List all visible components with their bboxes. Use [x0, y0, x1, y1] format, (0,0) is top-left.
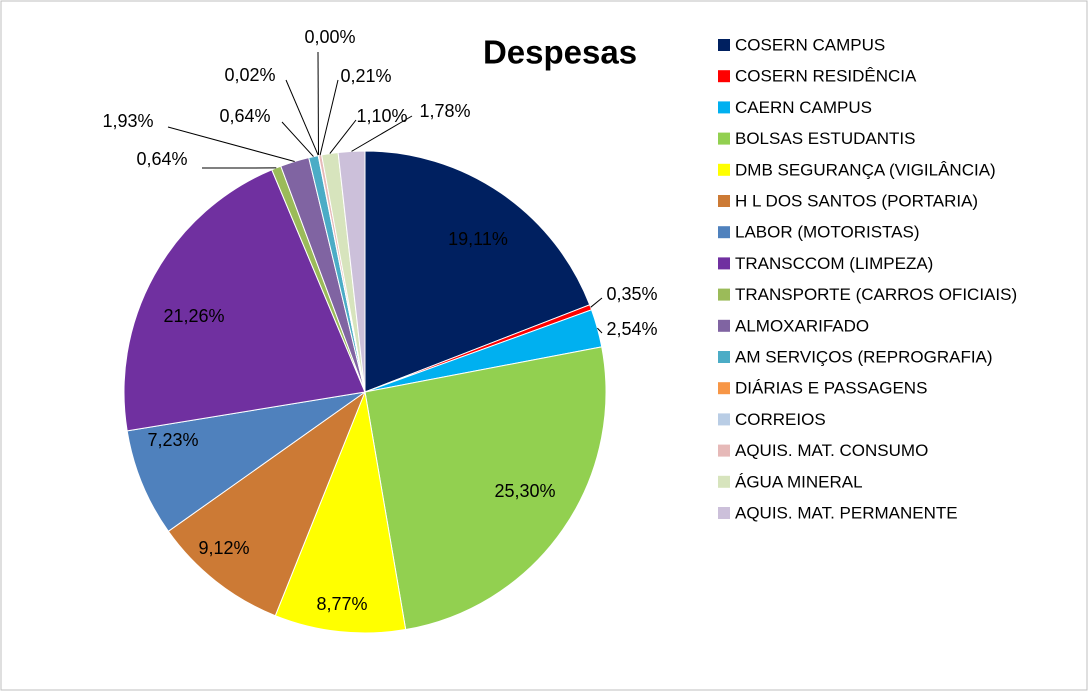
legend-label: COSERN CAMPUS	[735, 35, 885, 54]
legend-label: TRANSCCOM (LIMPEZA)	[735, 254, 933, 273]
legend-label: AQUIS. MAT. PERMANENTE	[735, 503, 958, 522]
legend-swatch	[718, 320, 730, 332]
data-label: 0,21%	[340, 66, 391, 86]
legend-swatch	[718, 289, 730, 301]
legend-swatch	[718, 257, 730, 269]
legend-label: CORREIOS	[735, 410, 826, 429]
legend-swatch	[718, 39, 730, 51]
data-label: 0,02%	[224, 65, 275, 85]
legend-swatch	[718, 413, 730, 425]
legend-swatch	[718, 226, 730, 238]
legend-swatch	[718, 101, 730, 113]
legend-swatch	[718, 164, 730, 176]
data-label: 25,30%	[494, 481, 555, 501]
legend-label: AQUIS. MAT. CONSUMO	[735, 441, 928, 460]
data-label: 9,12%	[198, 538, 249, 558]
data-label: 7,23%	[147, 430, 198, 450]
legend-swatch	[718, 195, 730, 207]
data-label: 19,11%	[448, 229, 508, 249]
data-label: 0,64%	[219, 106, 270, 126]
legend-label: ALMOXARIFADO	[735, 316, 869, 335]
leader-line	[318, 52, 319, 156]
legend-label: H L DOS SANTOS (PORTARIA)	[735, 191, 978, 210]
data-label: 1,93%	[102, 111, 153, 131]
chart-title: Despesas	[483, 34, 637, 71]
data-label: 1,78%	[419, 101, 470, 121]
legend-swatch	[718, 351, 730, 363]
data-label: 21,26%	[163, 306, 224, 326]
data-label: 8,77%	[316, 594, 367, 614]
legend-label: ÁGUA MINERAL	[735, 472, 863, 491]
legend-swatch	[718, 382, 730, 394]
legend-label: BOLSAS ESTUDANTIS	[735, 129, 915, 148]
legend-label: LABOR (MOTORISTAS)	[735, 223, 920, 242]
legend-label: DIÁRIAS E PASSAGENS	[735, 379, 927, 398]
data-label: 0,00%	[304, 27, 355, 47]
legend-swatch	[718, 507, 730, 519]
legend-label: CAERN CAMPUS	[735, 98, 872, 117]
legend-label: COSERN RESIDÊNCIA	[735, 67, 917, 86]
legend-label: AM SERVIÇOS (REPROGRAFIA)	[735, 347, 993, 366]
data-label: 2,54%	[606, 319, 657, 339]
legend-label: DMB SEGURANÇA (VIGILÂNCIA)	[735, 160, 996, 179]
legend-swatch	[718, 445, 730, 457]
legend-label: TRANSPORTE (CARROS OFICIAIS)	[735, 285, 1017, 304]
legend-swatch	[718, 70, 730, 82]
legend-swatch	[718, 133, 730, 145]
data-label: 0,64%	[136, 149, 187, 169]
data-label: 0,35%	[606, 284, 657, 304]
legend-swatch	[718, 476, 730, 488]
